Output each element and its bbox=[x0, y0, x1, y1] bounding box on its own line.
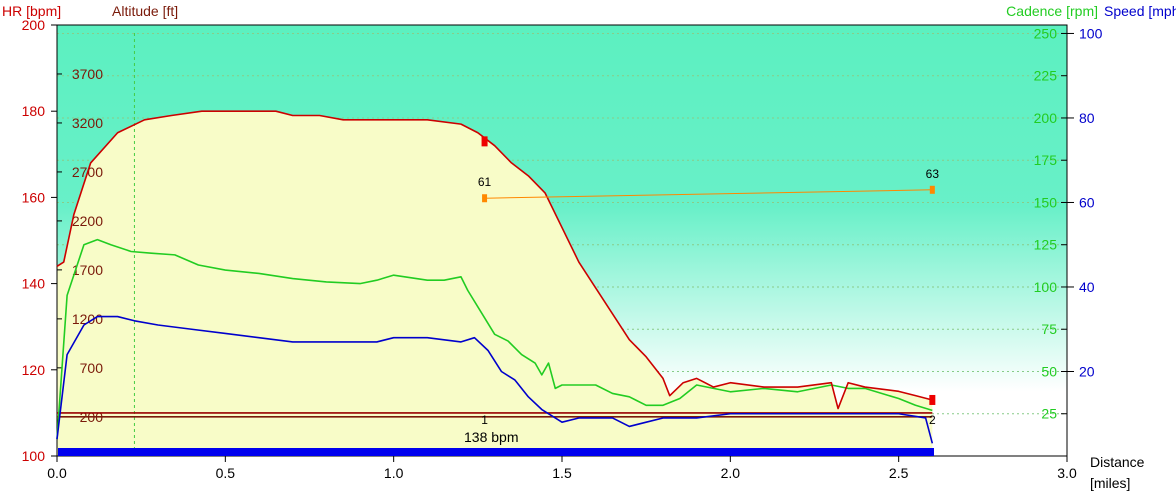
altitude-axis-title: Altitude [ft] bbox=[112, 3, 178, 19]
series-cadence-line bbox=[56, 238, 933, 440]
cadence-tick-label-4: 125 bbox=[1034, 237, 1058, 253]
hr-marker-0 bbox=[481, 136, 488, 147]
speed-tick-label-4: 100 bbox=[1079, 25, 1103, 41]
cadence-tick-label-0: 25 bbox=[1041, 406, 1057, 422]
distance-axis-unit: [miles] bbox=[1090, 475, 1130, 491]
speed-axis: 20 40 60 80 100 bbox=[1067, 25, 1103, 379]
speed-tick-label-1: 40 bbox=[1079, 279, 1095, 295]
altitude-tick-label-1: 700 bbox=[80, 360, 104, 376]
distance-tick-label-1: 0.5 bbox=[216, 465, 236, 481]
series-hr-line bbox=[56, 110, 933, 410]
cadence-tick-label-1: 50 bbox=[1041, 363, 1057, 379]
altitude-tick-label-3: 1700 bbox=[72, 262, 103, 278]
ride-bar bbox=[58, 448, 934, 456]
hr-tick-label-2: 140 bbox=[22, 276, 46, 292]
distance-tick-label-2: 1.0 bbox=[384, 465, 404, 481]
overlay-layer: 61 63 1 2 bbox=[478, 136, 939, 427]
distance-tick-label-5: 2.5 bbox=[889, 465, 909, 481]
cadence-tick-label-8: 225 bbox=[1034, 68, 1058, 84]
cadence-tick-label-2: 75 bbox=[1041, 321, 1057, 337]
segment-end-label: 63 bbox=[926, 167, 940, 181]
distance-tick-label-3: 1.5 bbox=[552, 465, 572, 481]
hr-marker-1 bbox=[929, 394, 936, 405]
avg-hr-label: 138 bpm bbox=[464, 429, 518, 445]
cadence-tick-label-6: 175 bbox=[1034, 152, 1058, 168]
hr-tick-label-5: 200 bbox=[22, 17, 46, 33]
cadence-tick-label-3: 100 bbox=[1034, 279, 1058, 295]
distance-axis: 0.0 0.5 1.0 1.5 2.0 2.5 3.0 bbox=[47, 456, 1077, 481]
cadence-tick-label-9: 250 bbox=[1034, 25, 1058, 41]
hr-area-fill bbox=[57, 111, 933, 456]
segment-end-marker bbox=[929, 185, 935, 194]
series-layer bbox=[56, 110, 934, 444]
hr-tick-label-1: 120 bbox=[22, 362, 46, 378]
speed-axis-title: Speed [mph] bbox=[1104, 3, 1176, 19]
hr-tick-label-4: 180 bbox=[22, 103, 46, 119]
speed-tick-label-2: 60 bbox=[1079, 194, 1095, 210]
cadence-tick-label-5: 150 bbox=[1034, 194, 1058, 210]
hr-tick-label-0: 100 bbox=[22, 448, 46, 464]
lap-marker-label-0: 1 bbox=[481, 413, 488, 427]
cadence-axis-title: Cadence [rpm] bbox=[1006, 3, 1098, 19]
lap-marker-label-1: 2 bbox=[929, 413, 936, 427]
hr-axis-title: HR [bpm] bbox=[2, 3, 61, 19]
distance-axis-title: Distance bbox=[1090, 454, 1145, 470]
segment-start-label: 61 bbox=[478, 175, 492, 189]
distance-tick-label-4: 2.0 bbox=[721, 465, 741, 481]
cadence-tick-label-7: 200 bbox=[1034, 110, 1058, 126]
cadence-axis: 25 50 75 100 125 150 175 200 225 250 bbox=[1034, 25, 1067, 422]
distance-tick-label-6: 3.0 bbox=[1057, 465, 1077, 481]
hr-tick-label-3: 160 bbox=[22, 189, 46, 205]
speed-tick-label-0: 20 bbox=[1079, 363, 1095, 379]
altitude-tick-label-2: 1200 bbox=[72, 311, 103, 327]
speed-tick-label-3: 80 bbox=[1079, 110, 1095, 126]
altitude-tick-label-6: 3200 bbox=[72, 115, 103, 131]
series-speed-line bbox=[56, 315, 934, 444]
segment-speed-line bbox=[484, 189, 933, 199]
distance-tick-label-0: 0.0 bbox=[47, 465, 67, 481]
altitude-tick-label-4: 2200 bbox=[72, 213, 103, 229]
hr-axis: 100 120 140 160 180 200 bbox=[22, 17, 57, 464]
altitude-tick-label-7: 3700 bbox=[72, 66, 103, 82]
segment-start-marker bbox=[482, 194, 488, 203]
